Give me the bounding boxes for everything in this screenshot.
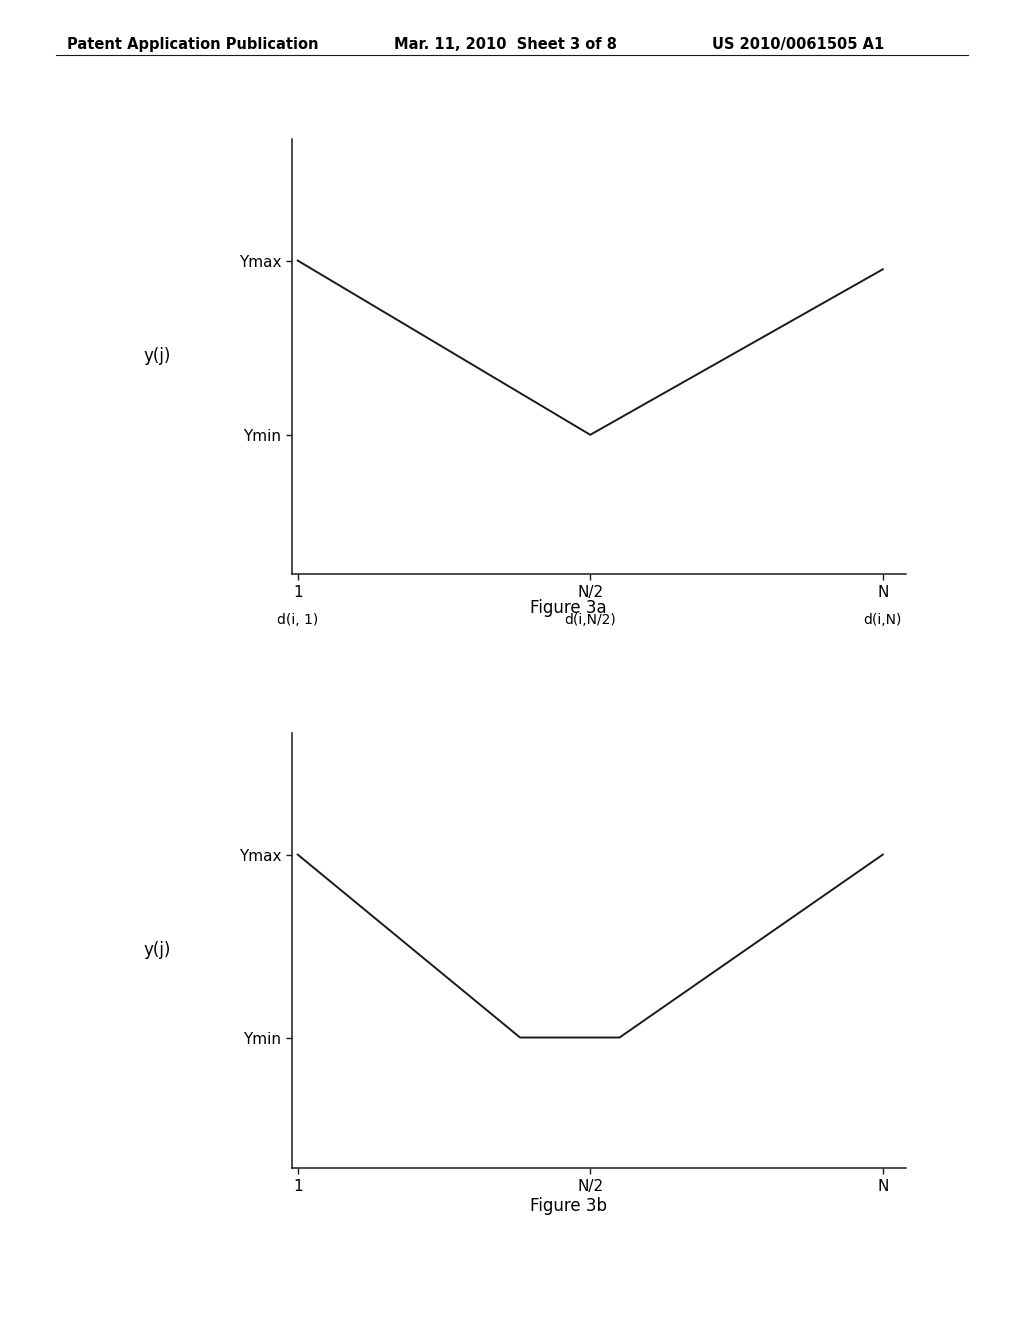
Text: d(i,N): d(i,N): [863, 612, 902, 627]
Text: d(i, 1): d(i, 1): [278, 612, 318, 627]
Text: Figure 3b: Figure 3b: [529, 1197, 607, 1216]
Text: Mar. 11, 2010  Sheet 3 of 8: Mar. 11, 2010 Sheet 3 of 8: [394, 37, 617, 51]
Text: Patent Application Publication: Patent Application Publication: [67, 37, 318, 51]
Text: y(j): y(j): [143, 941, 170, 960]
Text: US 2010/0061505 A1: US 2010/0061505 A1: [712, 37, 884, 51]
Text: d(i,N/2): d(i,N/2): [564, 612, 616, 627]
Text: Figure 3a: Figure 3a: [530, 599, 606, 618]
Text: y(j): y(j): [143, 347, 170, 366]
